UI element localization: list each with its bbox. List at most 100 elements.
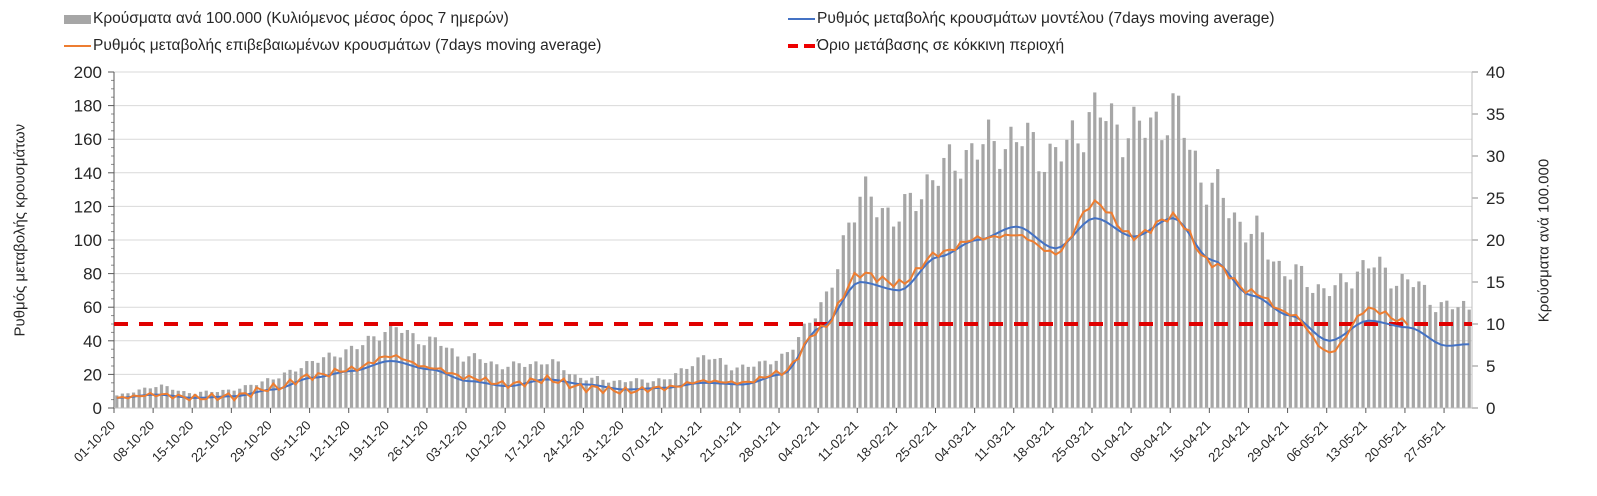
x-tick-label: 13-05-21 — [1323, 418, 1370, 465]
bar — [165, 386, 169, 408]
x-tick-label: 11-02-21 — [815, 418, 862, 465]
x-tick-label: 28-01-21 — [736, 418, 783, 465]
x-tick-label: 29-04-21 — [1244, 418, 1291, 465]
bar — [908, 192, 912, 408]
bar — [914, 211, 918, 408]
bar — [724, 364, 728, 408]
bar — [1003, 149, 1007, 409]
bar — [1294, 264, 1298, 408]
bar — [729, 370, 734, 408]
legend-bars-label: Κρούσματα ανά 100.000 (Κυλιόμενος μέσος … — [93, 10, 509, 27]
y-left-tick-label: 40 — [83, 332, 102, 351]
bar — [1277, 260, 1281, 408]
x-tick-label: 04-03-21 — [931, 418, 978, 465]
bar — [1383, 267, 1387, 408]
bar — [802, 323, 806, 408]
bar — [416, 344, 421, 408]
bar — [1372, 267, 1376, 408]
bar — [741, 364, 745, 408]
x-tick-label: 07-01-21 — [618, 418, 665, 465]
bar — [1266, 259, 1270, 408]
bar — [679, 368, 683, 408]
bar — [1450, 309, 1455, 408]
x-tick-label: 29-10-20 — [227, 418, 274, 465]
x-tick-label: 14-01-21 — [658, 418, 705, 465]
bar — [305, 361, 309, 408]
bar — [511, 361, 516, 408]
bar — [1042, 171, 1047, 408]
bar — [824, 291, 829, 408]
bar — [1188, 149, 1192, 408]
bar — [1221, 197, 1225, 408]
x-tick-label: 03-12-20 — [423, 418, 470, 465]
bar — [277, 378, 281, 408]
bar — [791, 349, 795, 408]
bar — [590, 377, 594, 408]
bar — [389, 322, 393, 408]
bar — [936, 185, 940, 408]
bar — [813, 318, 817, 408]
bar — [769, 364, 773, 408]
bar — [456, 356, 460, 408]
legend-threshold-swatch — [788, 44, 815, 48]
bar — [668, 379, 672, 408]
bar — [1132, 106, 1136, 409]
bar — [439, 345, 443, 408]
bar — [836, 269, 840, 408]
bar — [646, 382, 650, 408]
bar — [1462, 300, 1466, 408]
bar — [662, 379, 667, 408]
bar — [964, 150, 968, 408]
bar — [595, 376, 600, 408]
bar — [1177, 95, 1181, 409]
bar — [422, 345, 426, 408]
bar — [1305, 287, 1309, 408]
bar — [1255, 215, 1259, 408]
bar — [1394, 285, 1399, 408]
bar — [875, 217, 879, 408]
bar — [545, 364, 549, 408]
bar — [1367, 268, 1371, 408]
bar — [1299, 265, 1304, 408]
y-left-tick-label: 200 — [74, 63, 102, 82]
x-tick-label: 31-12-20 — [579, 418, 626, 465]
bar — [1344, 282, 1348, 408]
bar — [1065, 139, 1069, 409]
bar — [763, 360, 767, 408]
bar — [372, 336, 376, 408]
x-tick-label: 21-01-21 — [697, 418, 744, 465]
bar — [1272, 261, 1276, 408]
bar — [1082, 152, 1086, 408]
bar — [288, 369, 292, 408]
bar — [774, 360, 778, 408]
y-left-tick-label: 80 — [83, 265, 102, 284]
bar — [405, 329, 409, 408]
y-right-tick-label: 40 — [1486, 63, 1505, 82]
bar — [1355, 271, 1360, 408]
bar — [746, 366, 750, 408]
bar — [841, 235, 845, 408]
bar — [1434, 312, 1438, 408]
bar — [629, 381, 633, 408]
x-tick-label: 25-02-21 — [892, 418, 939, 465]
bar — [556, 361, 560, 408]
bar — [1070, 120, 1075, 409]
bar — [1227, 218, 1231, 408]
x-tick-label: 01-10-20 — [71, 418, 118, 465]
bar — [450, 348, 454, 408]
bar — [1009, 126, 1013, 408]
bar — [126, 393, 130, 408]
bar — [1037, 171, 1041, 408]
bar — [539, 364, 544, 408]
bar — [349, 345, 354, 408]
x-tick-label: 11-03-21 — [971, 418, 1018, 465]
bar — [1439, 302, 1443, 408]
y-left-tick-label: 120 — [74, 197, 102, 216]
bar — [640, 379, 644, 408]
bar — [819, 302, 823, 408]
bar — [891, 226, 896, 408]
bar — [897, 221, 901, 408]
bar — [735, 367, 739, 408]
bar — [942, 157, 946, 408]
x-tick-label: 18-02-21 — [853, 418, 900, 465]
